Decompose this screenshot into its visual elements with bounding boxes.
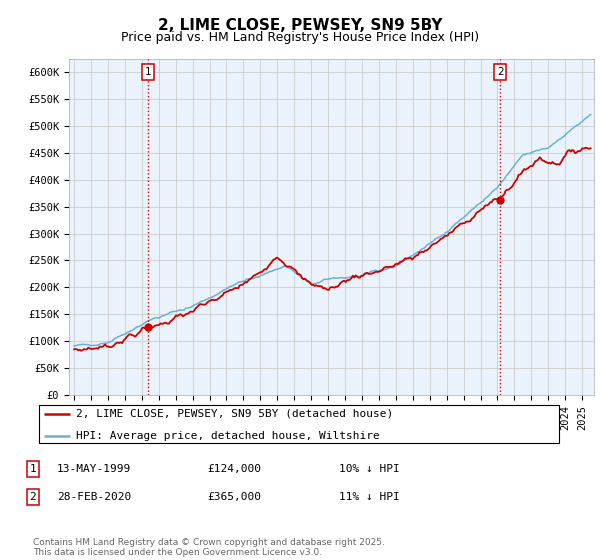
Text: £124,000: £124,000 — [207, 464, 261, 474]
Text: 10% ↓ HPI: 10% ↓ HPI — [339, 464, 400, 474]
Text: 2, LIME CLOSE, PEWSEY, SN9 5BY (detached house): 2, LIME CLOSE, PEWSEY, SN9 5BY (detached… — [76, 409, 393, 419]
Text: 2: 2 — [29, 492, 37, 502]
Text: 11% ↓ HPI: 11% ↓ HPI — [339, 492, 400, 502]
FancyBboxPatch shape — [38, 405, 559, 443]
Text: 2: 2 — [497, 67, 503, 77]
Text: 2, LIME CLOSE, PEWSEY, SN9 5BY: 2, LIME CLOSE, PEWSEY, SN9 5BY — [158, 18, 442, 33]
Text: 28-FEB-2020: 28-FEB-2020 — [57, 492, 131, 502]
Text: £365,000: £365,000 — [207, 492, 261, 502]
Text: 1: 1 — [145, 67, 151, 77]
Text: 1: 1 — [29, 464, 37, 474]
Text: Contains HM Land Registry data © Crown copyright and database right 2025.
This d: Contains HM Land Registry data © Crown c… — [33, 538, 385, 557]
Text: Price paid vs. HM Land Registry's House Price Index (HPI): Price paid vs. HM Land Registry's House … — [121, 31, 479, 44]
Text: HPI: Average price, detached house, Wiltshire: HPI: Average price, detached house, Wilt… — [76, 431, 379, 441]
Text: 13-MAY-1999: 13-MAY-1999 — [57, 464, 131, 474]
